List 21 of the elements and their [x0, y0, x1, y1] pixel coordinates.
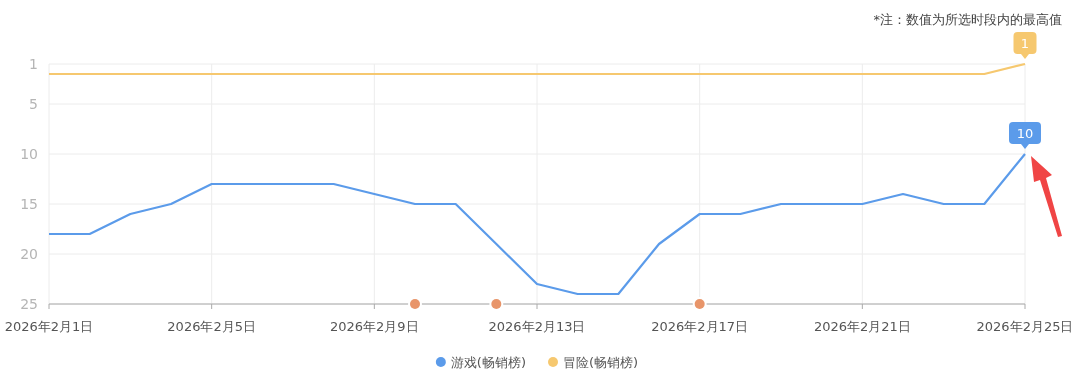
- y-tick-label: 15: [20, 196, 38, 212]
- text: *注：数值为所选时段内的最高值: [873, 12, 1062, 27]
- y-tick-label: 20: [20, 246, 38, 262]
- data-label: 1: [1020, 36, 1030, 51]
- legend-label: 游戏(畅销榜): [450, 355, 526, 370]
- line-series: [47, 152, 1027, 296]
- x-tick-label: 2026年2月9日: [330, 319, 419, 334]
- legend-label: 冒险(畅销榜): [563, 355, 639, 370]
- x-tick-label: 2026年2月17日: [651, 319, 749, 334]
- x-tick-label: 2026年2月13日: [488, 319, 586, 334]
- x-tick-label: 2026年2月25日: [976, 319, 1074, 334]
- y-tick-label: 10: [20, 146, 38, 162]
- y-tick-label: 25: [20, 296, 38, 312]
- x-tick-label: 2026年2月1日: [4, 319, 94, 334]
- y-tick-label: 5: [29, 96, 38, 112]
- x-tick-label: 2026年2月5日: [167, 319, 256, 334]
- data-label: 10: [1016, 126, 1034, 141]
- picture-callout: 1: [1013, 32, 1037, 59]
- y-tick-label: 1: [29, 56, 38, 72]
- x-tick-label: 2026年2月21日: [813, 319, 911, 334]
- picture-callout: 10: [1009, 122, 1041, 149]
